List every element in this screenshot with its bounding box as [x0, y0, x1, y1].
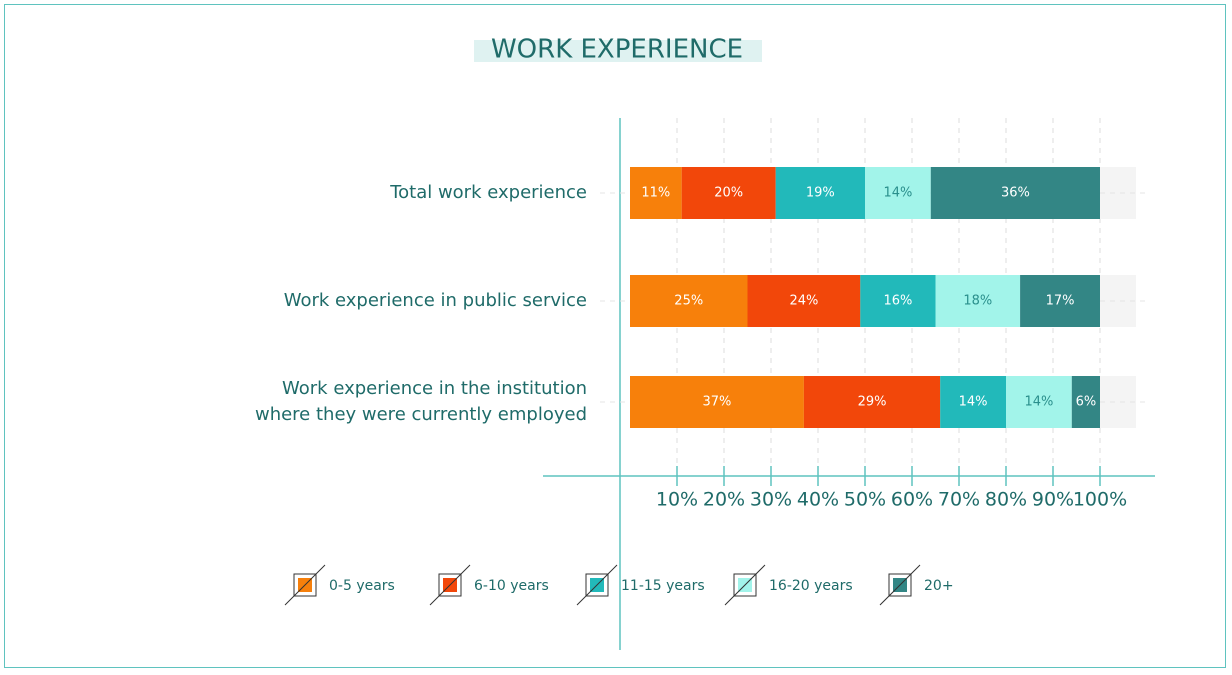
x-tick-label: 80% — [985, 489, 1027, 511]
bar-segment — [775, 167, 865, 219]
value-label: 14% — [1024, 395, 1053, 410]
value-label: 6% — [1076, 395, 1097, 410]
x-tick-label: 100% — [1073, 489, 1127, 511]
legend-label: 16-20 years — [769, 578, 853, 594]
value-label: 14% — [883, 186, 912, 201]
legend-label: 0-5 years — [329, 578, 395, 594]
bar-segment — [630, 167, 682, 219]
value-label: 36% — [1001, 186, 1030, 201]
bar-segment — [803, 376, 941, 428]
x-tick-label: 70% — [938, 489, 980, 511]
legend-frame — [293, 573, 317, 597]
x-tick-label: 20% — [703, 489, 745, 511]
chart-title: WORK EXPERIENCE — [491, 35, 743, 65]
legend-label: 11-15 years — [621, 578, 705, 594]
value-label: 11% — [641, 186, 670, 201]
value-label: 25% — [674, 294, 703, 309]
x-tick-label: 30% — [750, 489, 792, 511]
x-tick-label: 90% — [1032, 489, 1074, 511]
bar-segment — [865, 167, 931, 219]
title-highlight — [474, 40, 762, 62]
legend-slash — [284, 564, 326, 606]
bar-segment — [1020, 275, 1100, 327]
bar-segment — [1006, 376, 1072, 428]
value-label: 19% — [806, 186, 835, 201]
bar-segment — [935, 275, 1021, 327]
bar-segment — [630, 376, 804, 428]
bar-segment — [630, 275, 748, 327]
category-label: Total work experience — [390, 182, 587, 203]
bar-segment — [930, 167, 1100, 219]
value-label: 18% — [963, 294, 992, 309]
value-label: 29% — [858, 395, 887, 410]
category-label: Work experience in the institution where… — [254, 378, 587, 425]
x-tick-label: 50% — [844, 489, 886, 511]
value-label: 14% — [959, 395, 988, 410]
bar-segment — [681, 167, 776, 219]
legend-slash — [576, 564, 618, 606]
legend-slash — [724, 564, 766, 606]
bar-segment — [747, 275, 861, 327]
legend-label: 6-10 years — [474, 578, 549, 594]
legend-slash — [879, 564, 921, 606]
value-label: 24% — [789, 294, 818, 309]
value-label: 37% — [702, 395, 731, 410]
legend-frame — [438, 573, 462, 597]
legend-frame — [733, 573, 757, 597]
bar-segment — [860, 275, 936, 327]
category-label: Work experience in public service — [283, 290, 587, 311]
x-tick-label: 10% — [656, 489, 698, 511]
value-label: 20% — [714, 186, 743, 201]
bar-segment — [940, 376, 1006, 428]
value-label: 17% — [1046, 294, 1075, 309]
x-tick-label: 40% — [797, 489, 839, 511]
legend-label: 20+ — [924, 578, 954, 594]
value-label: 16% — [883, 294, 912, 309]
bar-segment — [1071, 376, 1100, 428]
legend-slash — [429, 564, 471, 606]
legend-frame — [888, 573, 912, 597]
legend-frame — [585, 573, 609, 597]
x-tick-label: 60% — [891, 489, 933, 511]
frame — [4, 4, 1226, 668]
